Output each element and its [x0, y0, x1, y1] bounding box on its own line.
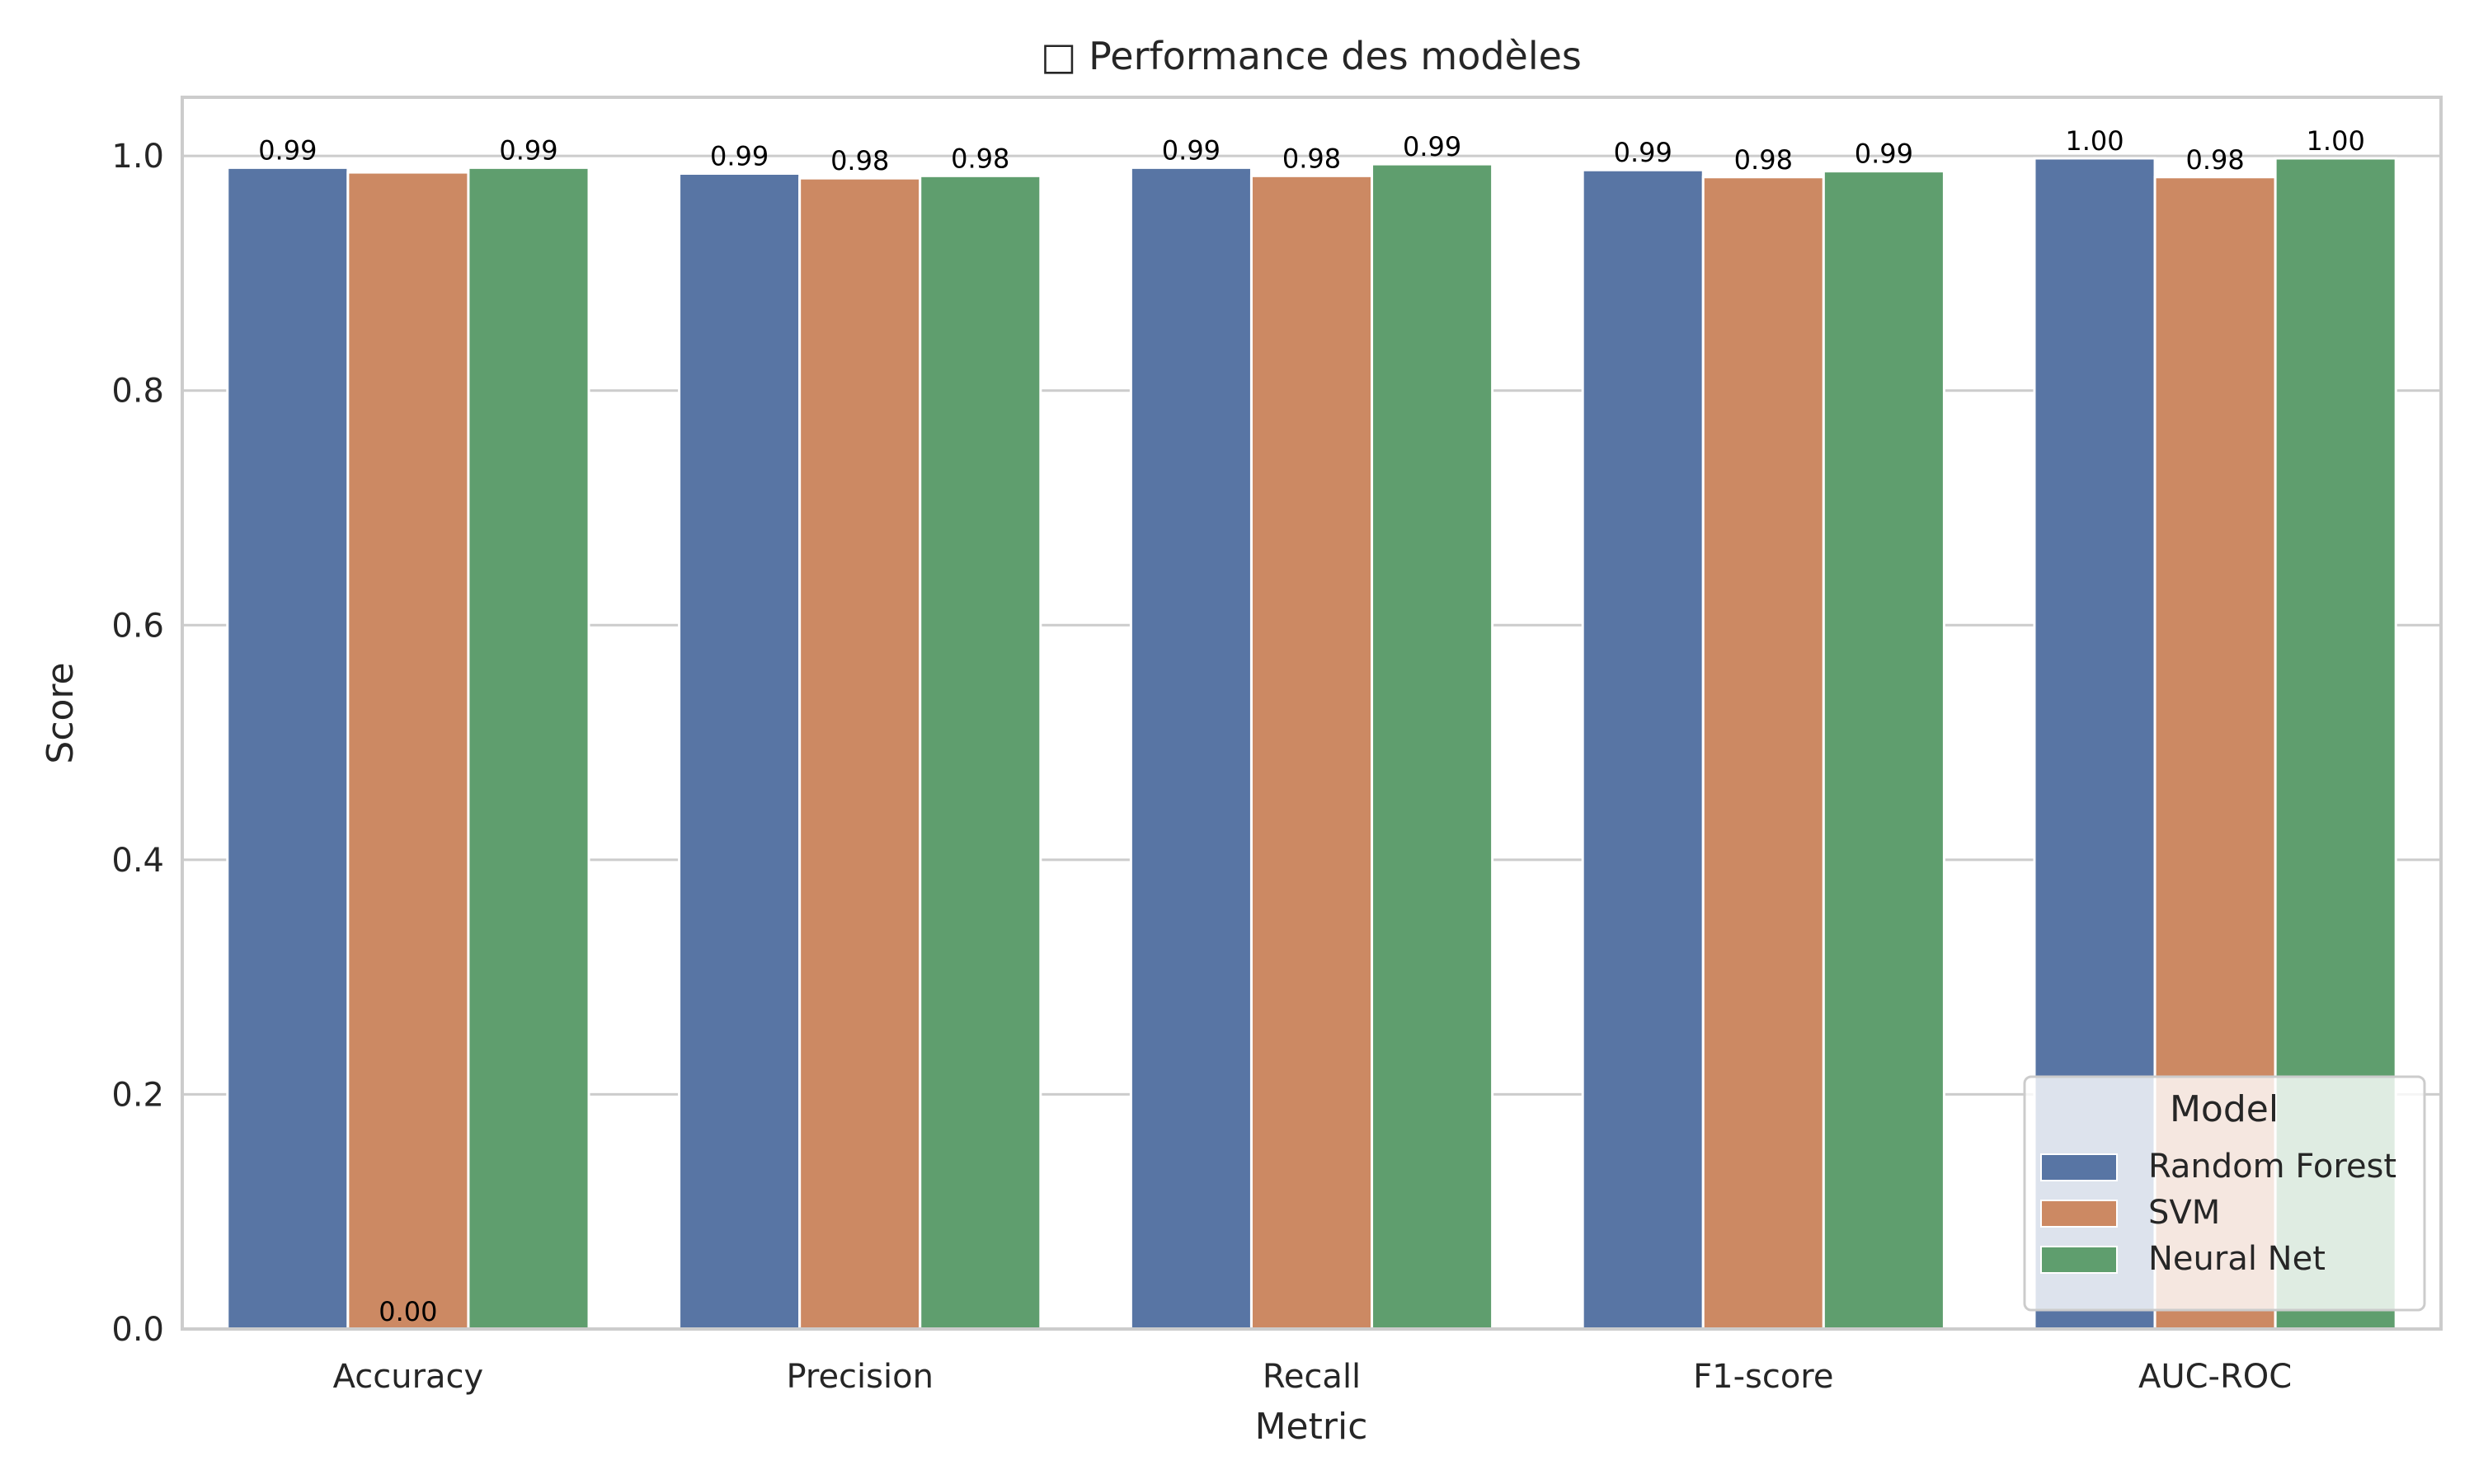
plot-frame [181, 96, 2443, 1331]
y-tick-label: 0.4 [111, 842, 164, 880]
data-label: 0.98 [951, 143, 1009, 174]
y-axis-label: Score [40, 662, 82, 763]
bar [1129, 166, 1253, 1331]
x-tick-labels: Accuracy Precision Recall F1-score AUC-ROC [333, 1358, 2293, 1396]
y-tick-label: 0.2 [111, 1076, 164, 1114]
data-label: 0.98 [1734, 144, 1793, 176]
bar [1822, 170, 1945, 1331]
data-label: 0.98 [830, 145, 889, 176]
bar [1701, 176, 1825, 1331]
data-label: 0.99 [1614, 137, 1672, 168]
bar [1249, 174, 1374, 1331]
bar [798, 176, 922, 1331]
data-label: 0.98 [2185, 144, 2244, 176]
y-tick-label: 0.6 [111, 607, 164, 645]
data-label: 1.00 [2065, 125, 2124, 157]
data-label: 1.00 [2307, 125, 2365, 157]
data-label: 0.99 [1403, 131, 1461, 162]
data-label: 0.99 [499, 134, 557, 166]
x-tick-label: AUC-ROC [2138, 1358, 2292, 1396]
data-label: 0.99 [258, 134, 317, 166]
legend-swatch [2040, 1246, 2118, 1274]
y-tick-label: 1.0 [111, 138, 164, 176]
legend-item-label: Neural Net [2148, 1240, 2326, 1278]
legend-item-label: SVM [2148, 1194, 2220, 1232]
data-label: 0.99 [1855, 139, 1913, 170]
bar [226, 166, 350, 1331]
bar [1581, 168, 1705, 1331]
bar [919, 174, 1042, 1331]
legend: Model Random Forest SVM Neural Net [2023, 1075, 2426, 1312]
bar [346, 171, 470, 1331]
legend-title: Model [2170, 1088, 2279, 1130]
data-label: 0.00 [379, 1296, 437, 1327]
chart-title: □ Performance des modèles [1041, 34, 1582, 78]
x-axis-label: Metric [1255, 1406, 1368, 1448]
data-label: 0.99 [1162, 134, 1221, 166]
x-tick-label: Recall [1263, 1358, 1361, 1396]
y-tick-label: 0.0 [111, 1311, 164, 1349]
bar [678, 171, 802, 1331]
y-tick-labels: 0.0 0.2 0.4 0.6 0.8 1.0 [111, 138, 164, 1349]
bar [1371, 162, 1494, 1331]
data-label: 0.98 [1282, 143, 1341, 174]
bar [467, 166, 590, 1331]
data-labels: 0.99 0.00 0.99 0.99 0.98 0.98 0.99 0.98 0.99 0.99… [258, 125, 2365, 1327]
x-tick-label: Accuracy [333, 1358, 484, 1396]
y-tick-label: 0.8 [111, 373, 164, 411]
data-label: 0.99 [710, 140, 769, 171]
x-tick-label: Precision [786, 1358, 933, 1396]
legend-swatch [2040, 1200, 2118, 1228]
legend-swatch [2040, 1153, 2118, 1181]
bars [226, 157, 2397, 1331]
legend-box [2023, 1075, 2426, 1312]
x-tick-label: F1-score [1693, 1358, 1833, 1396]
legend-item-label: Random Forest [2148, 1148, 2396, 1186]
